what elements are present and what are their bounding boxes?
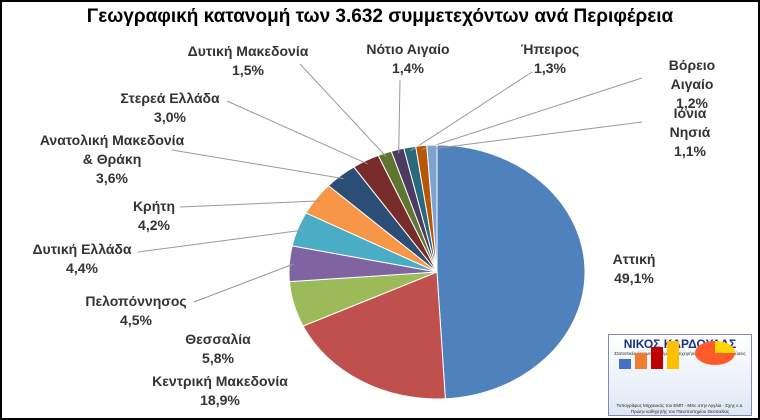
leader-line <box>398 79 401 154</box>
slice-label: Κρήτη 4,2% <box>133 197 175 235</box>
category-label: Πελοπόννησος <box>85 293 187 309</box>
value-label: 49,1% <box>614 270 654 286</box>
value-label: 18,9% <box>200 392 240 408</box>
pie-slice <box>302 271 446 400</box>
value-label: 1,4% <box>392 60 424 76</box>
slice-label: Δυτική Ελλάδα 4,4% <box>32 240 131 278</box>
category-label: Κρήτη <box>132 198 176 214</box>
slice-label: Ανατολική Μακεδονία & Θράκη 3,6% <box>40 131 184 188</box>
category-label: Ιόνια Νησιά <box>669 105 711 140</box>
leader-line <box>431 121 643 150</box>
category-label: Στερεά Ελλάδα <box>120 90 220 106</box>
value-label: 1,5% <box>232 62 264 78</box>
value-label: 1,1% <box>674 143 706 159</box>
leader-line <box>410 71 533 152</box>
leader-line <box>179 200 320 208</box>
category-label: Θεσσαλία <box>185 331 251 347</box>
slice-label: Δυτική Μακεδονία 1,5% <box>188 42 309 80</box>
leader-line <box>171 149 344 180</box>
logo: ΝΙΚΟΣ ΚΑΡΔΟΥΛΑΣ Στατιστικές έρευνες σε θ… <box>608 334 752 416</box>
slice-label: Βόρειο Αιγαίο 1,2% <box>659 56 725 113</box>
value-label: 4,5% <box>120 312 152 328</box>
slice-label: Θεσσαλία 5,8% <box>185 330 251 368</box>
category-label: Αττική <box>612 251 656 267</box>
value-label: 5,8% <box>202 350 234 366</box>
leader-line <box>299 63 387 158</box>
pie-slice <box>426 144 438 273</box>
value-label: 1,3% <box>534 60 566 76</box>
category-label: Δυτική Μακεδονία <box>187 43 309 59</box>
category-label: Ανατολική Μακεδονία & Θράκη <box>39 132 185 167</box>
value-label: 3,6% <box>96 170 128 186</box>
slice-label: Στερεά Ελλάδα 3,0% <box>120 89 219 127</box>
value-label: 3,0% <box>154 109 186 125</box>
slice-label: Κεντρική Μακεδονία 18,9% <box>152 372 288 410</box>
leader-line <box>193 263 294 303</box>
value-label: 1,2% <box>676 95 708 111</box>
leader-line <box>421 77 643 150</box>
slice-label: Ιόνια Νησιά 1,1% <box>656 104 724 161</box>
logo-subtitle: Στατιστικές έρευνες σε θέματα επιχειρήσε… <box>614 351 746 356</box>
pie-slice <box>436 144 586 400</box>
leader-line <box>137 229 302 253</box>
category-label: Δυτική Ελλάδα <box>32 241 132 257</box>
leader-line <box>226 100 369 165</box>
category-label: Ήπειρος <box>520 41 580 57</box>
chart-title: Γεωγραφική κατανομή των 3.632 συμμετεχόν… <box>86 6 674 27</box>
category-label: Κεντρική Μακεδονία <box>152 373 288 389</box>
category-label: Βόρειο Αιγαίο <box>668 57 716 92</box>
logo-line: Πρώην καθηγητής του Πανεπιστημίου Θεσσαλ… <box>630 409 730 414</box>
value-label: 4,2% <box>138 217 170 233</box>
value-label: 4,4% <box>66 260 98 276</box>
slice-label: Νότιο Αιγαίο 1,4% <box>366 40 449 78</box>
logo-line: Τοπογράφος Μηχανικός του ΕΜΠ - MSc στην … <box>616 403 744 408</box>
category-label: Νότιο Αιγαίο <box>366 41 450 57</box>
slice-label: Ήπειρος 1,3% <box>521 40 579 78</box>
slice-label: Αττική 49,1% <box>613 250 656 288</box>
slice-label: Πελοπόννησος 4,5% <box>85 292 186 330</box>
logo-graphic <box>619 341 735 369</box>
